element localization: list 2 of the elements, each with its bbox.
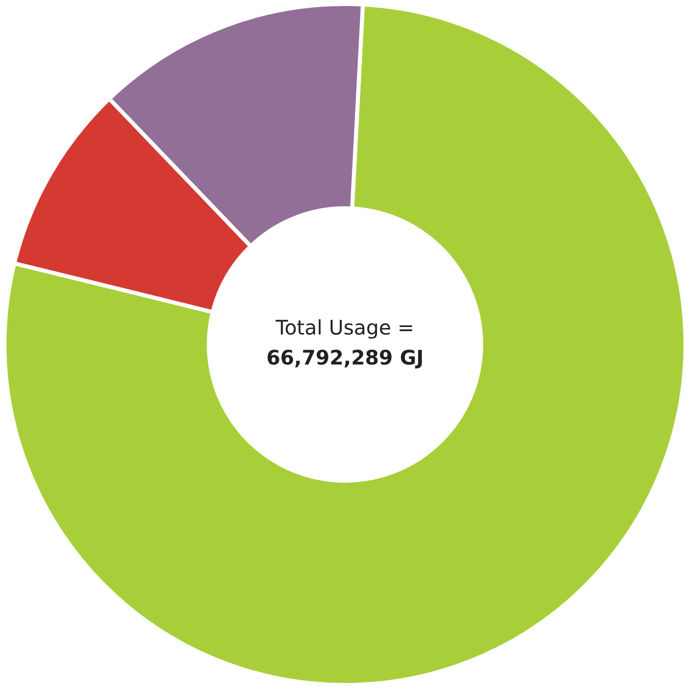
text: 66,792,289 GJ <box>266 346 424 370</box>
text: Total Usage = <box>274 316 414 340</box>
